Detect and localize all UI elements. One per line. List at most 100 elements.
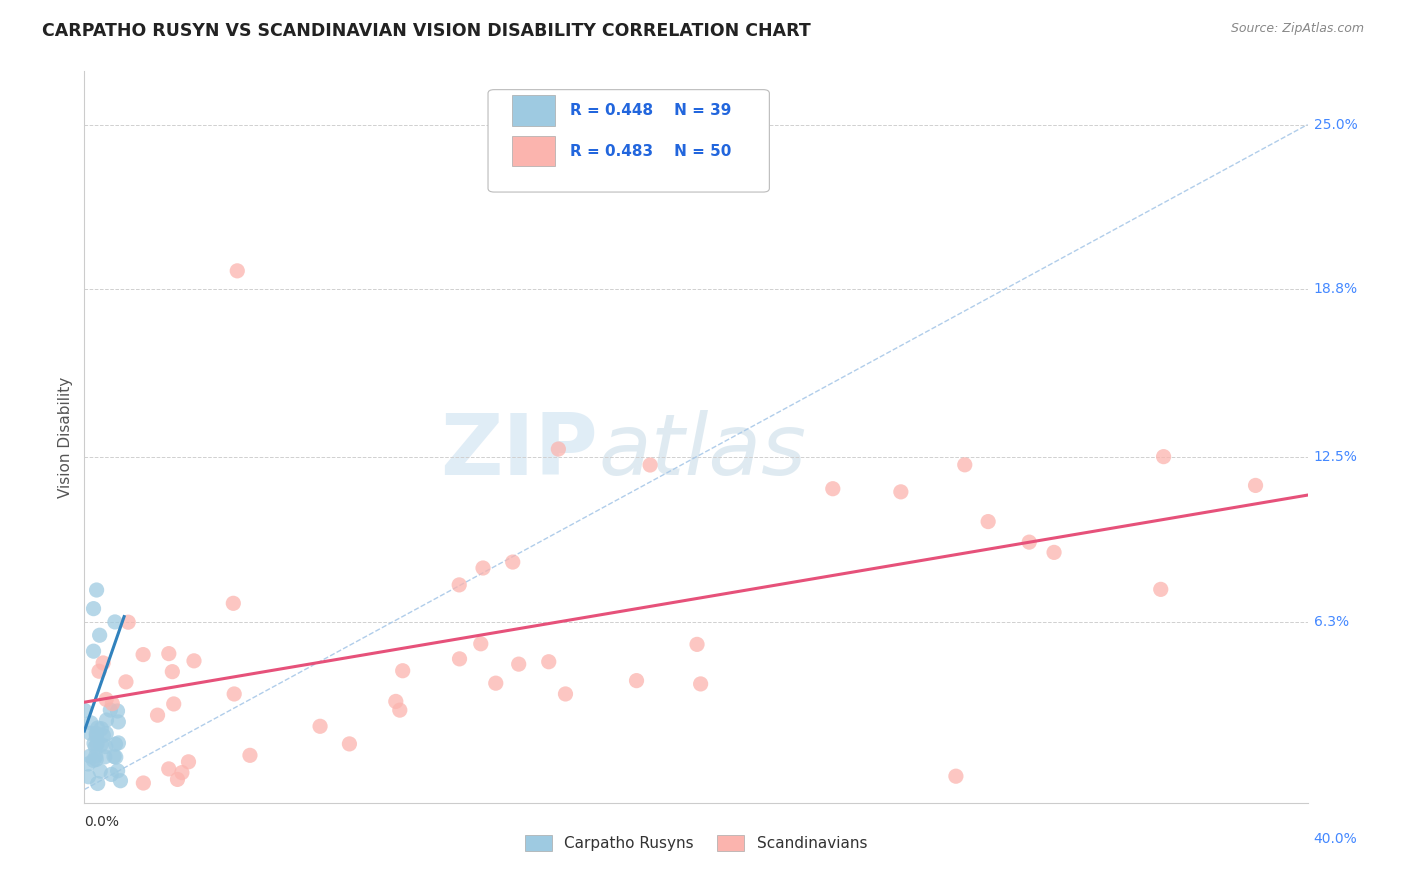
Point	[104, 750, 127, 764]
Point	[86, 776, 108, 790]
Point	[183, 654, 205, 668]
Point	[96, 726, 118, 740]
Point	[107, 704, 129, 718]
Point	[107, 764, 129, 778]
FancyBboxPatch shape	[513, 95, 555, 127]
Point	[83, 736, 105, 750]
Text: Source: ZipAtlas.com: Source: ZipAtlas.com	[1230, 22, 1364, 36]
Point	[110, 773, 132, 788]
Point	[508, 657, 530, 672]
Point	[239, 748, 262, 763]
FancyBboxPatch shape	[488, 90, 769, 192]
Point	[226, 264, 249, 278]
Point	[1043, 545, 1066, 559]
Point	[554, 687, 576, 701]
Point	[107, 714, 129, 729]
Point	[73, 704, 96, 718]
Point	[385, 694, 408, 708]
Point	[170, 765, 193, 780]
Point	[84, 752, 107, 766]
Text: 18.8%: 18.8%	[1313, 283, 1358, 296]
Point	[163, 697, 186, 711]
Point	[82, 753, 104, 767]
Point	[96, 713, 118, 727]
Point	[77, 756, 100, 771]
Point	[689, 677, 711, 691]
Point	[309, 719, 332, 733]
Point	[84, 749, 107, 764]
Point	[87, 665, 110, 679]
Text: atlas: atlas	[598, 410, 806, 493]
Y-axis label: Vision Disability: Vision Disability	[58, 376, 73, 498]
Point	[537, 655, 560, 669]
Point	[224, 687, 246, 701]
Point	[90, 722, 112, 736]
Point	[117, 615, 139, 630]
Point	[86, 729, 108, 743]
Point	[890, 484, 912, 499]
Point	[391, 664, 413, 678]
Point	[686, 637, 709, 651]
Point	[502, 555, 524, 569]
Point	[472, 561, 495, 575]
Text: 40.0%: 40.0%	[1313, 832, 1357, 846]
Point	[638, 458, 661, 472]
Point	[485, 676, 508, 690]
Point	[132, 776, 155, 790]
Text: 25.0%: 25.0%	[1313, 118, 1357, 131]
Point	[1150, 582, 1173, 597]
Point	[449, 652, 471, 666]
Point	[86, 582, 108, 597]
Point	[86, 721, 108, 735]
Text: 0.0%: 0.0%	[84, 815, 120, 830]
Point	[94, 692, 117, 706]
Point	[101, 697, 124, 711]
Point	[953, 458, 976, 472]
Text: R = 0.448    N = 39: R = 0.448 N = 39	[569, 103, 731, 119]
Point	[157, 762, 180, 776]
Point	[94, 749, 117, 764]
Point	[977, 515, 1000, 529]
Point	[83, 644, 105, 658]
Point	[84, 726, 107, 740]
Point	[80, 715, 103, 730]
Point	[547, 442, 569, 456]
Point	[104, 737, 127, 751]
Point	[1153, 450, 1175, 464]
Point	[83, 601, 105, 615]
Point	[98, 703, 121, 717]
Point	[821, 482, 844, 496]
Point	[89, 628, 111, 642]
Point	[94, 739, 117, 754]
Point	[100, 767, 122, 781]
Point	[79, 726, 101, 740]
Point	[84, 739, 107, 754]
Point	[626, 673, 648, 688]
Text: CARPATHO RUSYN VS SCANDINAVIAN VISION DISABILITY CORRELATION CHART: CARPATHO RUSYN VS SCANDINAVIAN VISION DI…	[42, 22, 811, 40]
Point	[90, 738, 112, 752]
FancyBboxPatch shape	[513, 136, 555, 167]
Point	[449, 578, 471, 592]
Point	[89, 764, 111, 778]
Point	[470, 637, 492, 651]
Text: 12.5%: 12.5%	[1313, 450, 1358, 464]
Point	[132, 648, 155, 662]
Point	[162, 665, 184, 679]
Point	[1244, 478, 1267, 492]
Point	[388, 703, 411, 717]
Point	[91, 656, 114, 670]
Point	[103, 749, 125, 764]
Point	[222, 596, 245, 610]
Point	[115, 674, 138, 689]
Point	[945, 769, 967, 783]
Point	[77, 770, 100, 784]
Text: R = 0.483    N = 50: R = 0.483 N = 50	[569, 144, 731, 159]
Point	[166, 772, 188, 787]
Point	[86, 737, 108, 751]
Text: ZIP: ZIP	[440, 410, 598, 493]
Point	[157, 647, 180, 661]
Legend: Carpatho Rusyns, Scandinavians: Carpatho Rusyns, Scandinavians	[519, 830, 873, 857]
Point	[107, 736, 129, 750]
Point	[91, 728, 114, 742]
Point	[177, 755, 200, 769]
